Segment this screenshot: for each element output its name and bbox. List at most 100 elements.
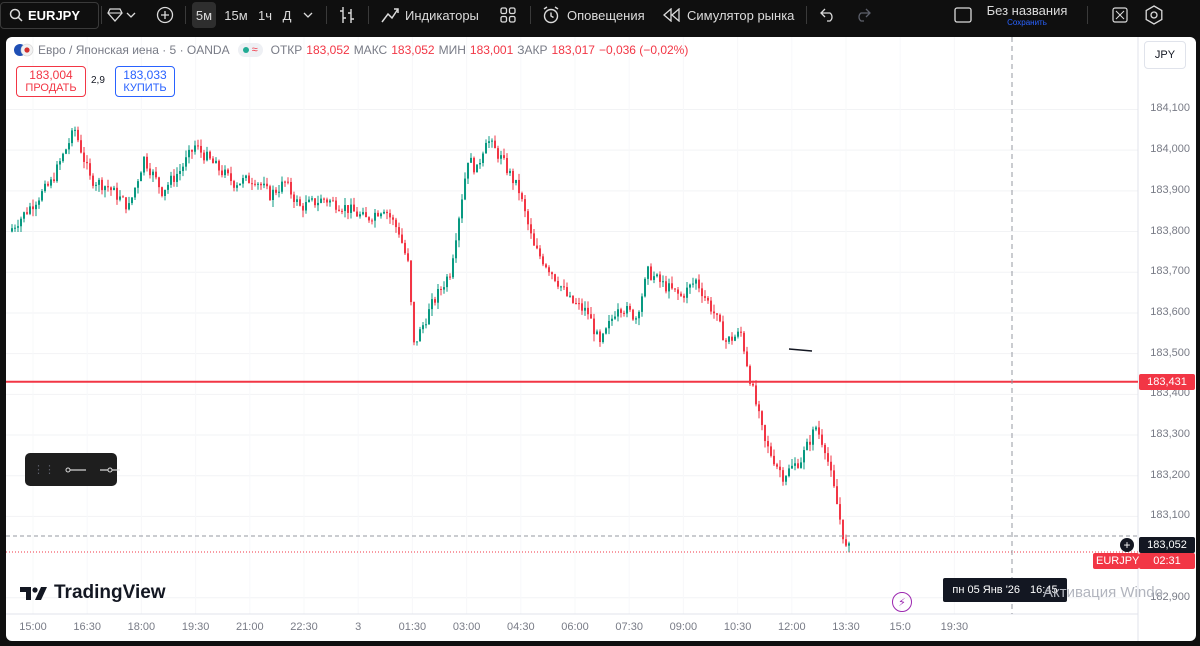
replay-button[interactable]: Симулятор рынка [687,7,795,23]
alerts-button[interactable]: Оповещения [567,7,645,23]
candle [521,191,523,202]
lightning-icon[interactable]: ⚡ [892,592,912,612]
time-tick-label: 15:00 [19,621,47,633]
divider [1087,6,1088,24]
indicators-icon[interactable] [380,0,400,30]
line-tool-icon[interactable] [65,461,87,479]
candle [617,303,619,322]
candle [245,174,247,182]
status-dot-icon [242,47,249,53]
candle [125,197,127,214]
candle [110,186,112,196]
candle [203,149,205,164]
candle [707,295,709,304]
time-axis[interactable]: 15:00 16:30 18:00 19:30 21:00 22:30 3 01:30 03:0… [6,614,1138,641]
search-icon[interactable] [6,0,26,30]
candle [260,182,262,190]
symbol-label[interactable]: EURJPY [28,7,81,23]
layout-icon[interactable] [952,0,974,30]
chevron-down-icon[interactable] [125,0,137,30]
candle [164,189,166,201]
candle [350,198,352,219]
candle [782,467,784,486]
candle [488,136,490,149]
redo-icon[interactable] [852,0,874,30]
candle [263,176,265,189]
currency-button[interactable]: JPY [1144,41,1186,69]
ray-tool-icon[interactable] [99,461,121,479]
timeframe-15m[interactable]: 15м [224,7,248,23]
replay-icon[interactable] [660,0,682,30]
candle [158,176,160,194]
candle [461,194,463,224]
candle [236,182,238,192]
tradingview-logo[interactable]: TradingView [20,582,166,604]
candle [818,420,820,440]
candle [479,158,481,169]
templates-icon[interactable] [497,0,519,30]
market-status-badge[interactable]: ≈ [237,43,263,57]
chart-legend: Евро / Японская иена · 5 · OANDA ≈ ОТКР 1… [14,43,688,57]
candle [677,287,679,300]
candle [407,248,409,263]
fullscreen-icon[interactable] [1109,0,1131,30]
indicators-button[interactable]: Индикаторы [405,7,479,23]
timeframe-5m[interactable]: 5м [192,2,216,28]
candle [719,313,721,323]
candle [689,283,691,294]
price-tick-label: 183,500 [1150,346,1190,359]
candle [710,297,712,315]
candle [581,298,583,315]
chevron-down-icon[interactable] [302,0,314,30]
settings-icon[interactable] [1142,0,1166,30]
drawn-trend-segment[interactable] [788,348,813,352]
symbol-tag: EURJPY [1093,553,1139,569]
candle [344,198,346,218]
diamond-icon[interactable] [106,0,124,30]
candle [482,151,484,167]
candle [824,442,826,460]
candle [452,254,454,279]
candle [338,205,340,212]
drawing-toolbar[interactable]: ⋮⋮ [25,453,120,486]
candle [443,281,445,294]
add-alert-icon[interactable]: + [1120,538,1134,552]
candle [809,435,811,452]
candle [713,304,715,319]
candle [758,400,760,419]
candle [197,139,199,150]
candle [632,308,634,321]
alarm-icon[interactable] [541,0,561,30]
undo-icon[interactable] [817,0,839,30]
candle [170,171,172,188]
candle [56,161,58,183]
bar-style-icon[interactable] [336,0,358,30]
plus-icon[interactable] [154,0,176,30]
price-chart[interactable] [6,37,1196,641]
candle [23,211,25,223]
time-tick-label: 06:00 [561,621,589,633]
price-axis[interactable]: 184,100 184,000 183,900 183,800 183,700 183,6… [1138,37,1196,641]
candle [788,464,790,478]
sell-button[interactable]: 183,004 ПРОДАТЬ [16,66,86,97]
candle [377,210,379,217]
chart-panel[interactable]: Евро / Японская иена · 5 · OANDA ≈ ОТКР 1… [6,37,1196,641]
high-label: МАКС [353,43,388,57]
candle [215,157,217,164]
timeframe-d[interactable]: Д [282,7,292,23]
drag-handle-icon[interactable]: ⋮⋮ [33,464,55,476]
symbol-search[interactable] [0,2,99,29]
layout-save-status[interactable]: Сохранить [1007,17,1047,27]
buy-button[interactable]: 183,033 КУПИТЬ [115,66,175,97]
legend-title[interactable]: Евро / Японская иена · 5 · OANDA [38,43,230,57]
candle [44,180,46,193]
candle [395,217,397,233]
timeframe-1h[interactable]: 1ч [257,7,272,23]
candle [89,158,91,180]
price-tick-label: 183,900 [1150,183,1190,196]
candle [701,282,703,303]
candle [35,201,37,217]
layout-name[interactable]: Без названия [986,2,1068,18]
candle [743,330,745,355]
price-tick-label: 183,300 [1150,428,1190,441]
